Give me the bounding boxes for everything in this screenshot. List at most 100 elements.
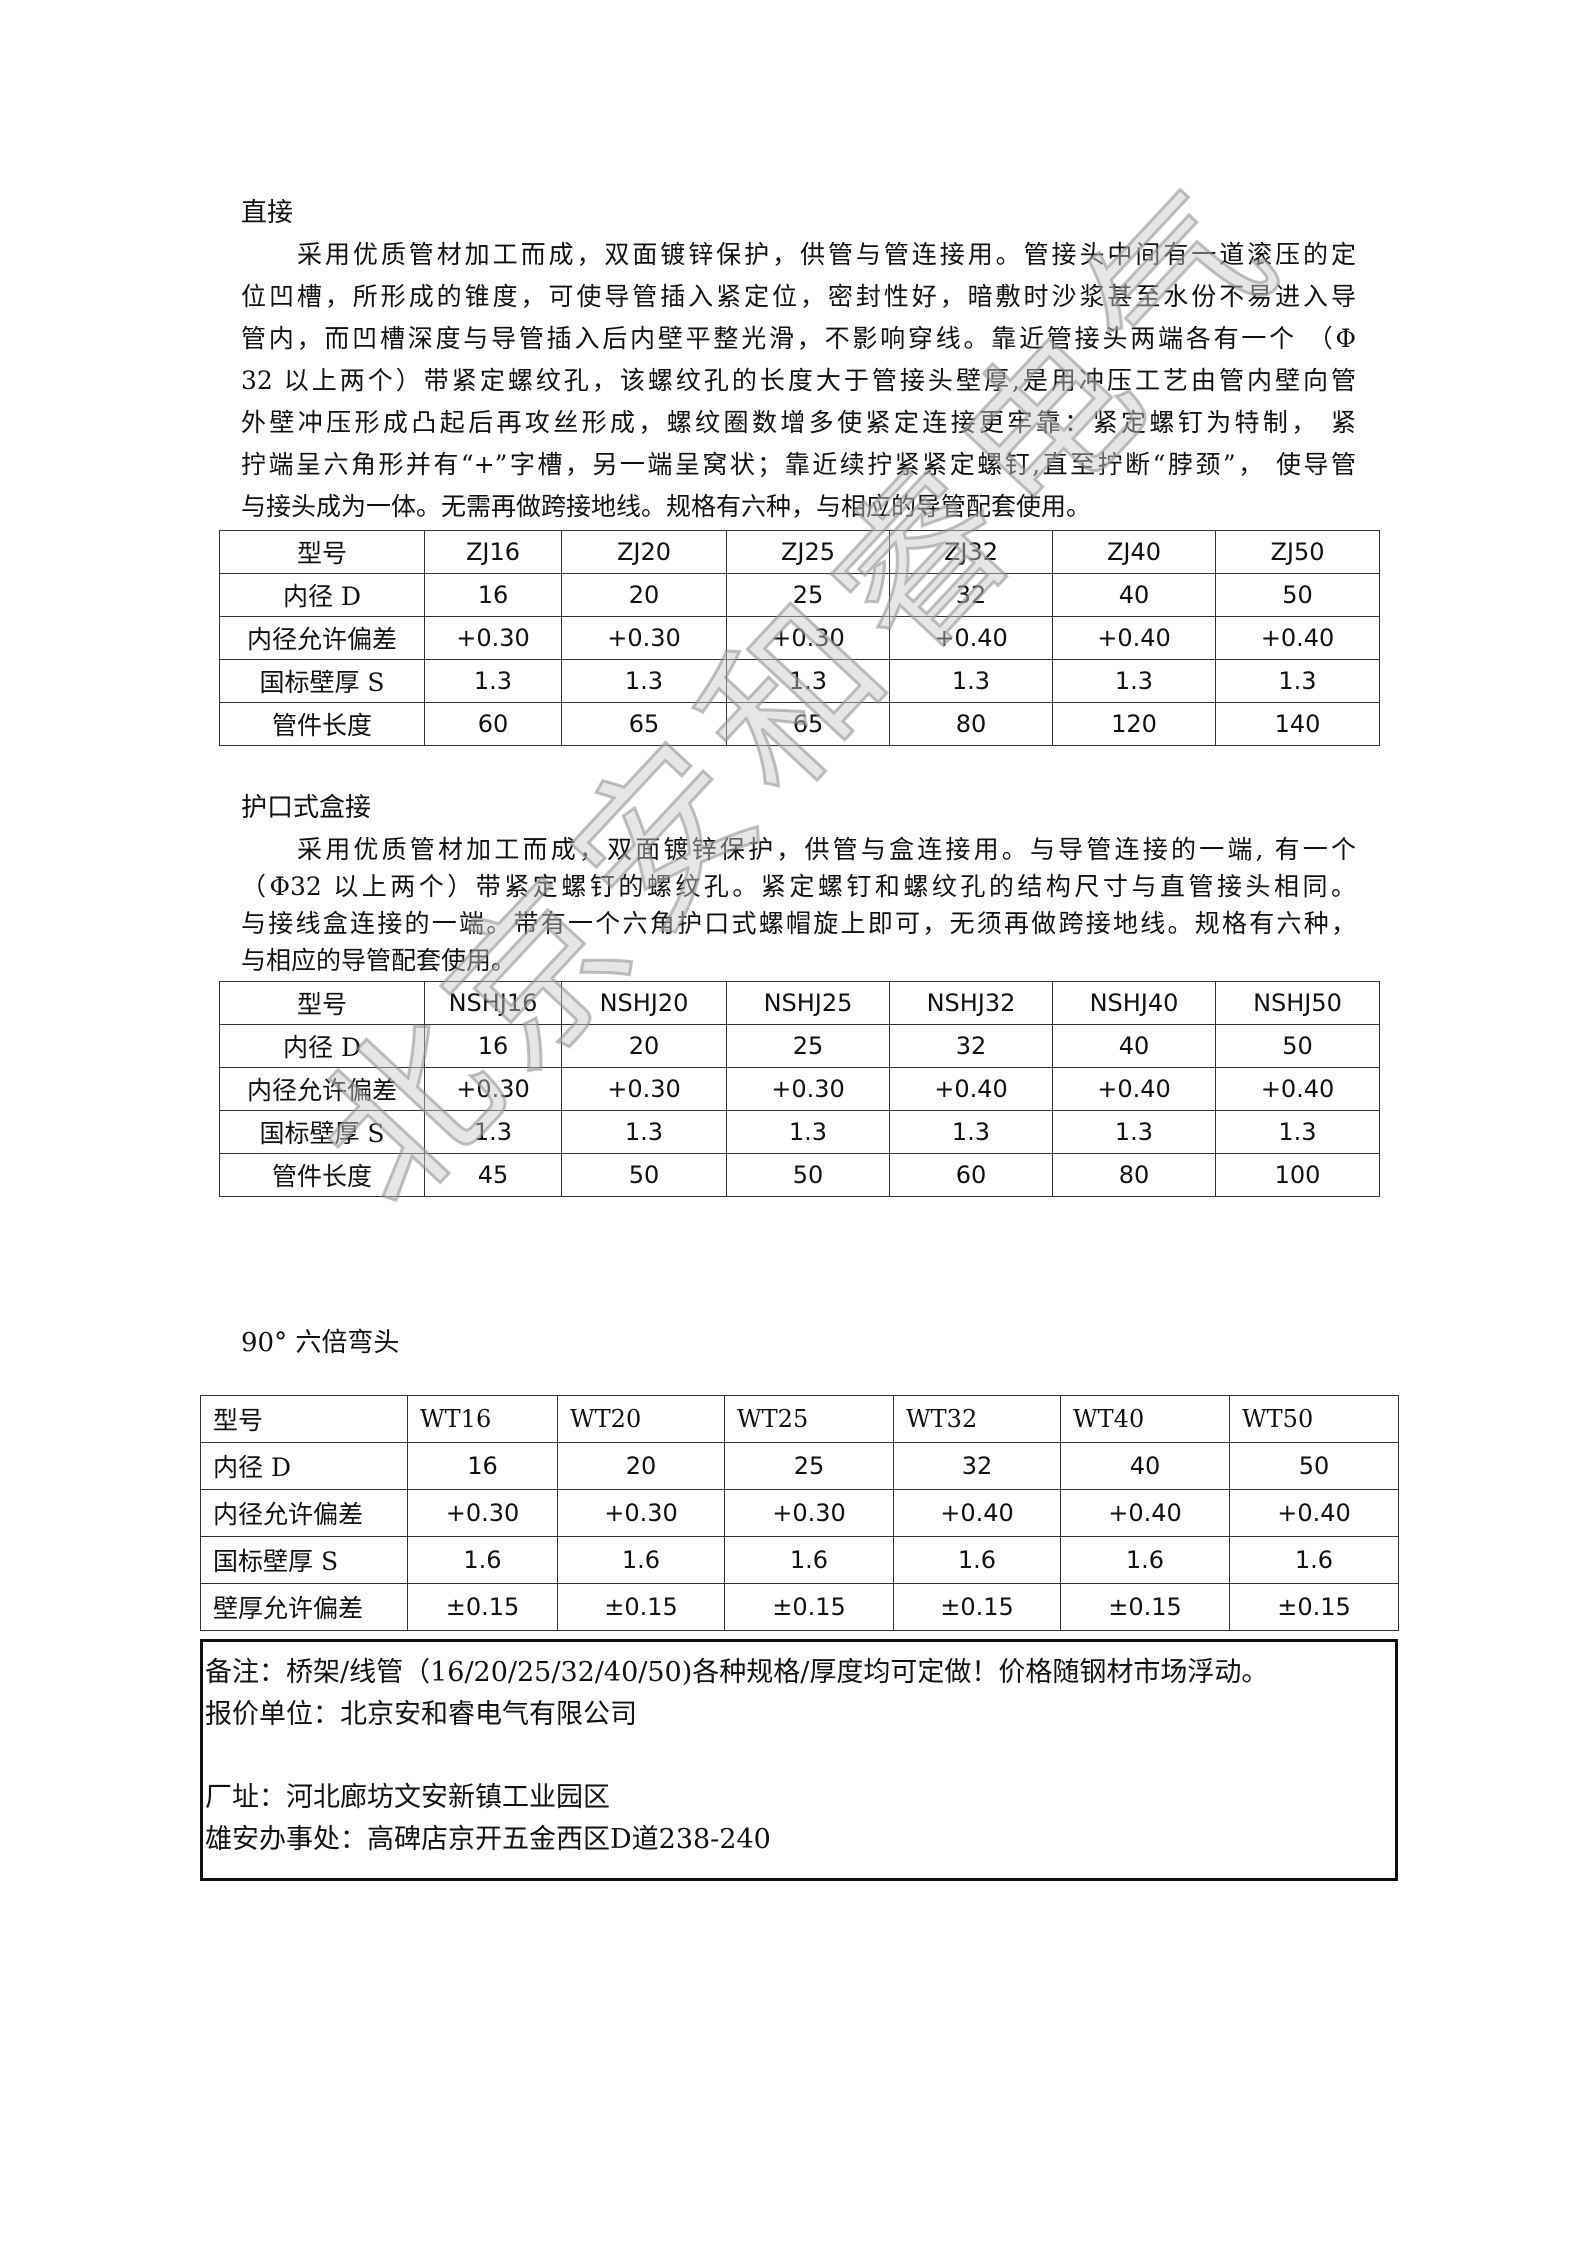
table-cell: +0.40 [1229, 1489, 1399, 1537]
note-box: 备注：桥架/线管（16/20/25/32/40/50)各种规格/厚度均可定做！价… [200, 1639, 1398, 1881]
table-cell: 100 [1215, 1153, 1380, 1197]
row-label: 内径 D [219, 573, 425, 617]
paragraph-line: 与相应的导管配套使用。 [241, 946, 517, 975]
table-cell: 1.6 [557, 1536, 725, 1584]
paragraph-line: 外壁冲压形成凸起后再攻丝形成，螺纹圈数增多使紧定连接更牢靠：紧定螺钉为特制， 紧 [241, 408, 1356, 437]
paragraph-line: 拧端呈六角形并有“+”字槽，另一端呈窝状；靠近续拧紧紧定螺钉,直至拧断“脖颈”，… [241, 450, 1356, 479]
paragraph-line: 与接线盒连接的一端。带有一个六角护口式螺帽旋上即可，无须再做跨接地线。规格有六种… [241, 909, 1356, 938]
table-cell: 65 [726, 702, 890, 746]
table-cell: ZJ50 [1215, 530, 1380, 574]
table-cell: 1.3 [1215, 1110, 1380, 1154]
table-cell: 1.3 [561, 659, 727, 703]
table-cell: +0.40 [1215, 616, 1380, 660]
table-cell: +0.30 [561, 1067, 727, 1111]
note-factory-address: 厂址：河北廊坊文安新镇工业园区 [205, 1782, 610, 1813]
table-cell: 1.6 [893, 1536, 1061, 1584]
table-cell: 1.6 [407, 1536, 558, 1584]
row-label: 国标壁厚 S [219, 659, 425, 703]
table-cell: WT20 [557, 1395, 725, 1443]
table-cell: +0.40 [1052, 1067, 1216, 1111]
table-cell: +0.30 [726, 616, 890, 660]
table-cell: WT50 [1229, 1395, 1399, 1443]
table-cell: 25 [726, 1024, 890, 1068]
table-row: 内径 D 16 20 25 32 40 50 [200, 1442, 1399, 1490]
table-cell: 1.6 [1229, 1536, 1399, 1584]
table-cell: 1.3 [561, 1110, 727, 1154]
table-cell: 80 [889, 702, 1053, 746]
table-cell: 1.3 [726, 1110, 890, 1154]
table-cell: ZJ32 [889, 530, 1053, 574]
table-cell: 32 [889, 573, 1053, 617]
table-cell: 20 [561, 573, 727, 617]
row-label: 内径允许偏差 [219, 616, 425, 660]
table-cell: +0.30 [726, 1067, 890, 1111]
row-label: 内径 D [219, 1024, 425, 1068]
table-cell: NSHJ25 [726, 981, 890, 1025]
table-cell: ±0.15 [557, 1583, 725, 1631]
table-cell: 1.3 [726, 659, 890, 703]
row-label: 国标壁厚 S [200, 1536, 408, 1584]
table-cell: NSHJ32 [889, 981, 1053, 1025]
table-row: 内径 D 16 20 25 32 40 50 [219, 573, 1380, 617]
table-cell: ±0.15 [893, 1583, 1061, 1631]
table-row: 内径允许偏差 +0.30 +0.30 +0.30 +0.40 +0.40 +0.40 [219, 616, 1380, 660]
table-cell: 50 [1229, 1442, 1399, 1490]
table-cell: 50 [1215, 573, 1380, 617]
row-label: 管件长度 [219, 702, 425, 746]
table-cell: ZJ40 [1052, 530, 1216, 574]
paragraph-line: 与接头成为一体。无需再做跨接地线。规格有六种，与相应的导管配套使用。 [241, 492, 1092, 521]
note-remark: 备注：桥架/线管（16/20/25/32/40/50)各种规格/厚度均可定做！价… [205, 1657, 1269, 1688]
table-cell: WT25 [724, 1395, 894, 1443]
table-cell: ±0.15 [724, 1583, 894, 1631]
table-cell: 45 [424, 1153, 562, 1197]
note-company: 报价单位：北京安和睿电气有限公司 [205, 1699, 637, 1730]
table-row: 内径 D 16 20 25 32 40 50 [219, 1024, 1380, 1068]
table-cell: 1.3 [424, 1110, 562, 1154]
table-cell: WT16 [407, 1395, 558, 1443]
table-cell: 20 [557, 1442, 725, 1490]
table-cell: 32 [889, 1024, 1053, 1068]
section-description-straight-coupling: 采用优质管材加工而成，双面镀锌保护，供管与管连接用。管接头中间有一道滚压的定 位凹… [241, 234, 1356, 528]
table-cell: +0.30 [424, 1067, 562, 1111]
table-cell: 40 [1052, 573, 1216, 617]
table-cell: 40 [1052, 1024, 1216, 1068]
table-cell: NSHJ40 [1052, 981, 1216, 1025]
table-cell: 80 [1052, 1153, 1216, 1197]
table-row: 国标壁厚 S 1.6 1.6 1.6 1.6 1.6 1.6 [200, 1536, 1399, 1584]
table-cell: +0.40 [1060, 1489, 1230, 1537]
table-cell: 1.3 [1215, 659, 1380, 703]
table-cell: 1.3 [1052, 1110, 1216, 1154]
table-cell: 1.6 [724, 1536, 894, 1584]
table-cell: +0.30 [724, 1489, 894, 1537]
table-cell: 65 [561, 702, 727, 746]
table-cell: 50 [1215, 1024, 1380, 1068]
table-cell: 16 [424, 573, 562, 617]
row-label: 型号 [219, 981, 425, 1025]
table-row: 内径允许偏差 +0.30 +0.30 +0.30 +0.40 +0.40 +0.40 [219, 1067, 1380, 1111]
table-header-row: 型号 ZJ16 ZJ20 ZJ25 ZJ32 ZJ40 ZJ50 [219, 530, 1380, 574]
table-cell: +0.30 [407, 1489, 558, 1537]
table-cell: 1.6 [1060, 1536, 1230, 1584]
table-row: 国标壁厚 S 1.3 1.3 1.3 1.3 1.3 1.3 [219, 1110, 1380, 1154]
note-office-address: 雄安办事处：高碑店京开五金西区D道238-240 [205, 1824, 771, 1855]
table-cell: 20 [561, 1024, 727, 1068]
section-title-elbow: 90° 六倍弯头 [241, 1328, 400, 1358]
table-cell: WT40 [1060, 1395, 1230, 1443]
table-row: 管件长度 45 50 50 60 80 100 [219, 1153, 1380, 1197]
spec-table-box-coupling: 型号 NSHJ16 NSHJ20 NSHJ25 NSHJ32 NSHJ40 NSHJ50 内径… [219, 981, 1380, 1197]
paragraph-line: 采用优质管材加工而成，双面镀锌保护，供管与盒连接用。与导管连接的一端, 有一个 [297, 835, 1356, 864]
paragraph-line: 采用优质管材加工而成，双面镀锌保护，供管与管连接用。管接头中间有一道滚压的定 [297, 240, 1356, 269]
paragraph-line: （Φ32 以上两个）带紧定螺钉的螺纹孔。紧定螺钉和螺纹孔的结构尺寸与直管接头相同… [241, 872, 1356, 901]
table-cell: 50 [561, 1153, 727, 1197]
table-header-row: 型号 WT16 WT20 WT25 WT32 WT40 WT50 [200, 1395, 1399, 1443]
paragraph-line: 32 以上两个）带紧定螺纹孔，该螺纹孔的长度大于管接头壁厚,是用冲压工艺由管内壁… [241, 366, 1356, 395]
table-row: 内径允许偏差 +0.30 +0.30 +0.30 +0.40 +0.40 +0.40 [200, 1489, 1399, 1537]
table-cell: NSHJ20 [561, 981, 727, 1025]
table-row: 国标壁厚 S 1.3 1.3 1.3 1.3 1.3 1.3 [219, 659, 1380, 703]
table-cell: 1.3 [1052, 659, 1216, 703]
row-label: 内径 D [200, 1442, 408, 1490]
table-cell: 1.3 [889, 659, 1053, 703]
paragraph-line: 管内，而凹槽深度与导管插入后内壁平整光滑，不影响穿线。靠近管接头两端各有一个 （… [241, 324, 1356, 353]
table-cell: ZJ20 [561, 530, 727, 574]
table-cell: ZJ25 [726, 530, 890, 574]
